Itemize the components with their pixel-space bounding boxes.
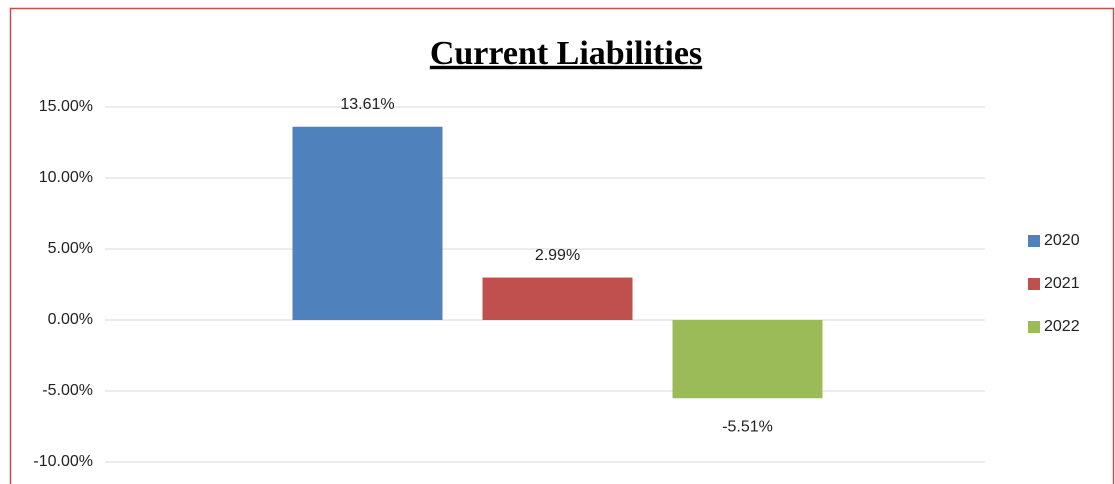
value-label: 2.99% <box>535 247 580 264</box>
legend-label: 2020 <box>1044 232 1080 249</box>
bar <box>672 320 823 399</box>
y-tick-label: 15.00% <box>39 98 93 115</box>
legend-swatch <box>1028 321 1040 333</box>
legend-swatch <box>1028 278 1040 290</box>
value-label: 13.61% <box>340 96 394 113</box>
y-tick-label: 10.00% <box>39 169 93 186</box>
chart-title: Current Liabilities <box>430 35 702 72</box>
y-tick-label: -10.00% <box>33 453 93 470</box>
bar <box>482 277 633 320</box>
chart-border <box>9 7 1115 484</box>
y-tick-label: -5.00% <box>42 382 93 399</box>
bar <box>292 126 443 320</box>
value-label: -5.51% <box>722 418 773 435</box>
legend-label: 2022 <box>1044 318 1080 335</box>
y-tick-label: 5.00% <box>48 240 93 257</box>
legend-swatch <box>1028 235 1040 247</box>
legend-label: 2021 <box>1044 275 1080 292</box>
y-tick-label: 0.00% <box>48 311 93 328</box>
